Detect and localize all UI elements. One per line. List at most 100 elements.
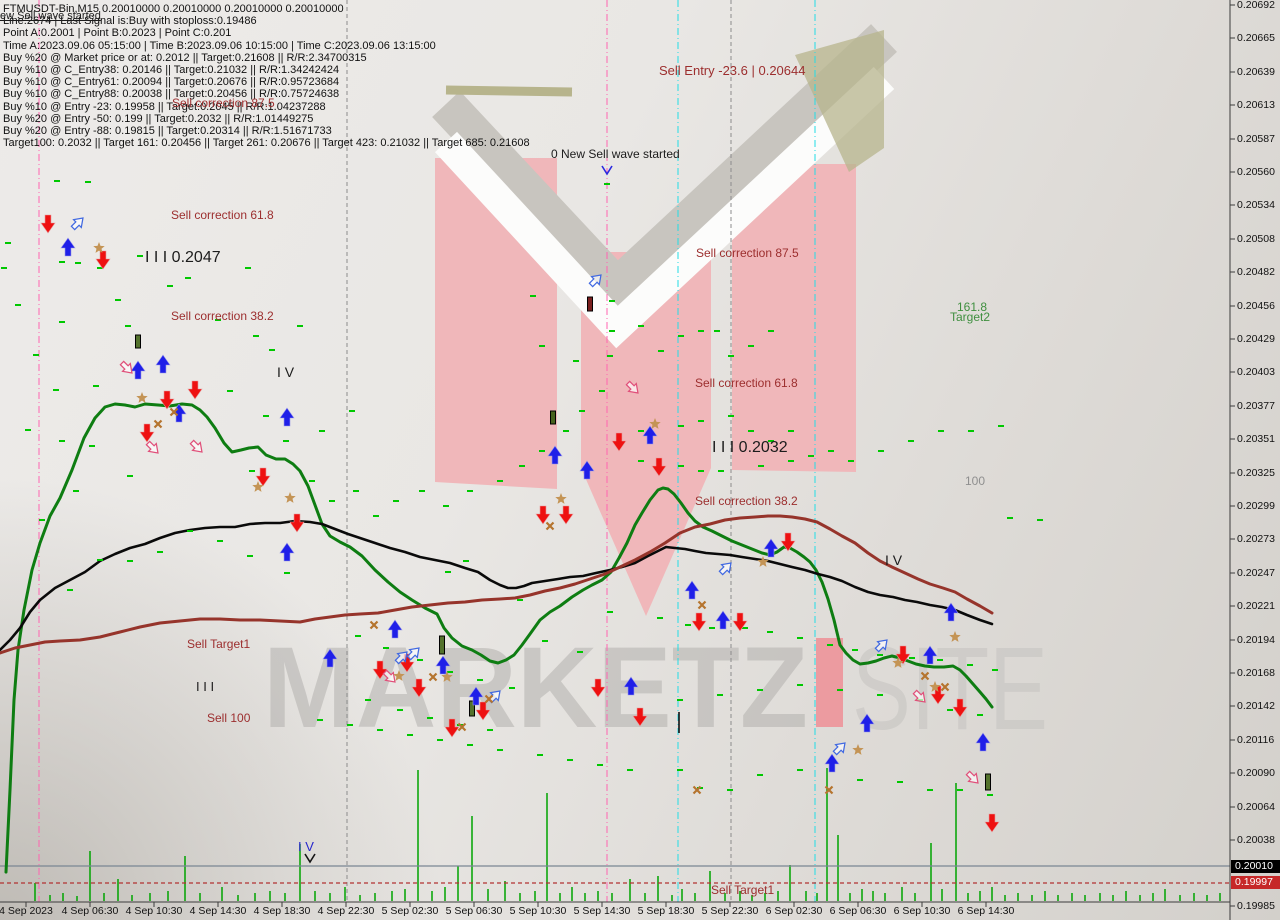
volume-bar [849,893,851,901]
annotation-label: ew Sell wave started [0,10,101,22]
volume-bar [629,879,631,901]
volume-bar [694,893,696,901]
close-dash-marker [539,450,545,452]
close-dash-marker [217,540,223,542]
buy-arrow-icon [579,460,595,480]
close-dash-marker [59,261,65,263]
close-dash-marker [897,781,903,783]
sell-arrow-icon [952,698,968,718]
annotation-label: I I I 0.2032 [712,439,788,456]
sell-arrow-icon [611,432,627,452]
close-dash-marker [678,425,684,427]
volume-bar [417,770,419,901]
price-label: 0.20142 [1237,700,1275,712]
sell-arrow-icon [535,505,551,525]
star-icon [393,670,405,681]
annotation-label: Sell Target1 [187,637,251,651]
annotation-label: Sell 100 [207,711,251,725]
volume-bar [644,893,646,901]
close-dash-marker [797,684,803,686]
sell-arrow-icon [289,513,305,533]
info-line: Buy %20 @ Entry -88: 0.19815 || Target:0… [3,125,332,137]
close-dash-marker [477,679,483,681]
annotation-label: Sell correction 61.8 [171,208,274,222]
volume-bar [657,876,659,901]
close-dash-marker [253,335,259,337]
bid-price-label: 0.20010 [1231,859,1280,873]
close-dash-marker [567,759,573,761]
annotation-label: I I I 0.2047 [145,249,221,266]
buy-arrow-icon [824,753,840,773]
candle [469,700,475,717]
close-dash-marker [463,560,469,562]
time-label: 5 Sep 06:30 [445,905,503,917]
annotation-label: Sell correction 87.5 [696,246,799,260]
sell-arrow-icon [95,250,111,270]
close-dash-marker [757,774,763,776]
close-dash-marker [717,694,723,696]
buy-arrow-icon [922,645,938,665]
volume-bar [584,893,586,901]
close-dash-marker [837,689,843,691]
close-dash-marker [768,330,774,332]
info-line: Time A:2023.09.06 05:15:00 | Time B:2023… [3,39,436,52]
volume-bar [724,893,726,901]
close-dash-marker [718,470,724,472]
close-dash-marker [467,744,473,746]
close-dash-marker [467,490,473,492]
watermark-logo-right [732,164,856,472]
close-dash-marker [5,242,11,244]
price-label: 0.20247 [1237,567,1275,579]
info-line: Buy %20 @ Market price or at: 0.2012 || … [3,51,367,64]
close-dash-marker [677,769,683,771]
annotation-label: I V [277,364,295,380]
volume-bar [597,891,599,901]
price-label: 0.20116 [1237,734,1275,746]
annotation-label: I V [885,552,903,568]
volume-bar [1164,889,1166,901]
close-dash-marker [808,455,814,457]
volume-bar [571,887,573,901]
buy-outline-arrow-icon [394,651,408,665]
volume-bar [519,893,521,901]
price-label: 0.20351 [1237,433,1275,445]
close-dash-marker [377,729,383,731]
volume-bar [1179,895,1181,901]
volume-bar [103,893,105,901]
close-dash-marker [383,647,389,649]
volume-bar [329,893,331,901]
volume-bar [1152,893,1154,901]
close-dash-marker [742,627,748,629]
annotation-label: Target2 [950,310,991,324]
star-icon [441,671,453,682]
buy-arrow-icon [279,542,295,562]
close-dash-marker [848,460,854,462]
candle [985,773,991,791]
info-line: Buy %10 @ C_Entry61: 0.20094 || Target:0… [3,76,340,89]
buy-outline-arrow-icon [832,742,846,756]
time-label: 6 Sep 06:30 [829,905,887,917]
buy-arrow-icon [435,655,451,675]
volume-bar [611,893,613,901]
close-dash-marker [249,470,255,472]
close-dash-marker [297,325,303,327]
price-label: 0.20429 [1237,333,1275,345]
close-dash-marker [54,180,60,182]
sell-arrow-icon [984,813,1000,833]
volume-bar [391,891,393,901]
star-icon [136,392,148,403]
sell-arrow-icon [444,718,460,738]
buy-arrow-icon [623,676,639,696]
volume-bar [826,768,828,901]
sell-arrow-icon [895,645,911,665]
price-label: 0.20508 [1237,233,1275,245]
volume-bar [431,891,433,901]
close-dash-marker [542,640,548,642]
volume-bar [471,816,473,901]
star-icon [649,418,661,429]
volume-bar [914,893,916,901]
close-dash-marker [25,429,31,431]
price-label: 0.20221 [1237,600,1275,612]
